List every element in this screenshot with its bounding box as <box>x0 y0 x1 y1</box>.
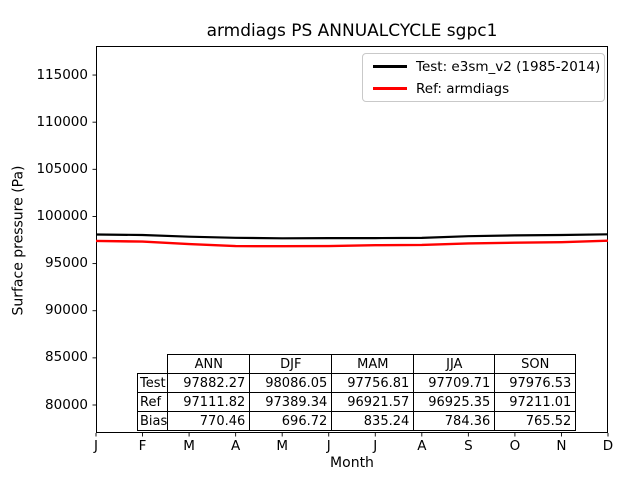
x-tick-label: F <box>138 438 147 454</box>
y-tick-label: 110000 <box>36 113 88 130</box>
series-line <box>95 239 609 248</box>
table-cell: 97976.53 <box>494 373 577 393</box>
y-tick-label: 80000 <box>45 396 88 413</box>
y-tick-label: 100000 <box>36 207 88 224</box>
table-cell: 770.46 <box>167 411 251 431</box>
chart-title: armdiags PS ANNUALCYCLE sgpc1 <box>206 21 498 41</box>
table-column-header: SON <box>494 354 577 374</box>
table-cell: 97211.01 <box>494 392 577 412</box>
table-cell: 97756.81 <box>331 373 415 393</box>
table-row-label: Bias <box>136 411 169 431</box>
x-tick-label: M <box>183 438 195 454</box>
table-row-label: Test <box>136 373 169 393</box>
x-tick-label: A <box>231 438 241 454</box>
x-tick-label: S <box>464 438 473 454</box>
y-tick-label: 90000 <box>45 302 88 319</box>
table-cell: 96921.57 <box>331 392 415 412</box>
table-column-header: MAM <box>331 354 415 374</box>
table-column-header: JJA <box>413 354 496 374</box>
x-tick-label: A <box>417 438 427 454</box>
x-axis-label: Month <box>330 455 374 471</box>
x-tick-label: J <box>373 438 378 454</box>
table-row: Ref 97111.82 97389.34 96921.57 96925.35 97211… <box>136 392 577 412</box>
table-cell: 97882.27 <box>167 373 251 393</box>
y-tick-label: 95000 <box>45 255 88 272</box>
x-tick-label: M <box>276 438 288 454</box>
x-tick-label: J <box>326 438 331 454</box>
table-cell: 97389.34 <box>249 392 333 412</box>
plot-frame <box>96 46 608 433</box>
x-tick-label: O <box>509 438 521 454</box>
legend-line-icon <box>373 65 407 68</box>
legend: Test: e3sm_v2 (1985-2014) Ref: armdiags <box>362 53 605 102</box>
y-tick-label: 115000 <box>36 66 88 83</box>
table-cell: 96925.35 <box>413 392 496 412</box>
series-line <box>95 233 609 240</box>
y-tick-label: 105000 <box>36 160 88 177</box>
table-cell: 97709.71 <box>413 373 496 393</box>
legend-line-icon <box>373 87 407 90</box>
y-tick-label: 85000 <box>45 349 88 366</box>
table-corner-spacer <box>138 355 168 374</box>
table-cell: 98086.05 <box>249 373 333 393</box>
table-row-label: Ref <box>136 392 169 412</box>
legend-entry: Ref: armdiags <box>363 81 604 97</box>
table-cell: 784.36 <box>413 411 496 431</box>
table-cell: 696.72 <box>249 411 333 431</box>
legend-entry: Test: e3sm_v2 (1985-2014) <box>363 59 604 75</box>
x-tick-label: J <box>94 438 98 454</box>
table-column-header: DJF <box>249 354 333 374</box>
table-row: Test 97882.27 98086.05 97756.81 97709.71 9797… <box>136 373 577 393</box>
legend-label: Ref: armdiags <box>416 80 510 97</box>
table-cell: 835.24 <box>331 411 415 431</box>
table-row: Bias 770.46 696.72 835.24 784.36 765.52 <box>136 411 577 431</box>
table-cell: 765.52 <box>494 411 577 431</box>
legend-label: Test: e3sm_v2 (1985-2014) <box>416 58 601 75</box>
table-cell: 97111.82 <box>167 392 251 412</box>
stats-table: ANN DJF MAM JJA SON Test 97882.27 98086.05 97756… <box>136 354 577 431</box>
y-tick-labels: 80000 85000 90000 95000 100000 105000 110000 11… <box>0 0 88 480</box>
x-tick-label: D <box>602 438 614 454</box>
table-column-header: ANN <box>167 354 251 374</box>
x-tick-label: N <box>556 438 567 454</box>
